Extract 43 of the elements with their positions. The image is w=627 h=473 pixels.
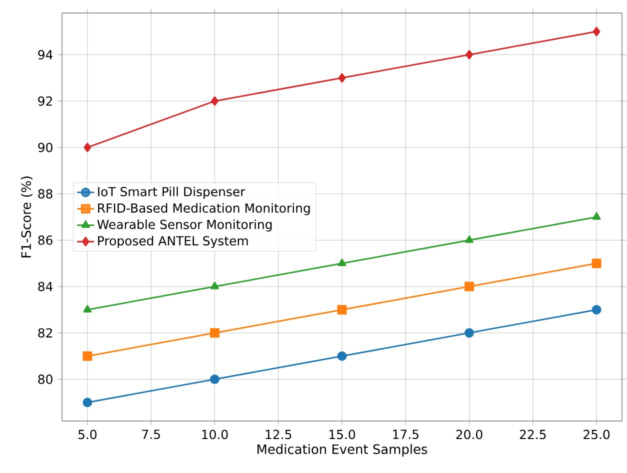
x-axis-title: Medication Event Samples (258, 444, 428, 457)
point (464, 328, 474, 338)
point (464, 282, 474, 292)
point (592, 212, 601, 220)
x-tick-label: 25.0 (584, 430, 610, 440)
point (338, 73, 346, 83)
x-tick-label: 10.0 (202, 430, 228, 440)
y-tick-label: 92 (38, 96, 52, 106)
x-tick-label: 5.0 (78, 430, 97, 440)
point (466, 50, 474, 60)
point (82, 398, 92, 408)
point (465, 235, 474, 243)
x-tick-label: 15.0 (330, 430, 356, 440)
point (337, 351, 347, 361)
point (83, 304, 92, 312)
y-tick-label: 88 (38, 189, 52, 199)
x-tick-label: 17.5 (393, 430, 418, 440)
x-tick-label: 12.5 (266, 430, 292, 440)
point (210, 374, 220, 384)
legend-label: Proposed ANTEL System (98, 236, 248, 248)
legend-label: IoT Smart Pill Dispenser (98, 186, 246, 199)
point (337, 304, 347, 314)
y-tick-label: 94 (38, 50, 53, 60)
y-tick-label: 80 (38, 374, 52, 384)
y-tick-label: 86 (38, 235, 52, 245)
y-tick-label: 82 (38, 328, 52, 338)
point (338, 258, 346, 266)
point (82, 351, 92, 361)
x-tick-label: 20.0 (456, 430, 482, 440)
point (210, 328, 220, 338)
point (210, 96, 218, 106)
y-axis-title: F1-Score (%) (21, 176, 33, 258)
y-tick-label: 90 (38, 142, 52, 152)
point (210, 282, 219, 290)
point (592, 26, 600, 36)
point (592, 304, 602, 314)
point (84, 142, 92, 152)
x-tick-label: 22.5 (520, 430, 546, 440)
x-tick-label: 7.5 (142, 430, 160, 440)
y-tick-label: 84 (38, 282, 53, 292)
point (592, 258, 602, 268)
legend-label: Wearable Sensor Monitoring (97, 219, 272, 232)
legend-label: RFID-Based Medication Monitoring (98, 203, 310, 216)
